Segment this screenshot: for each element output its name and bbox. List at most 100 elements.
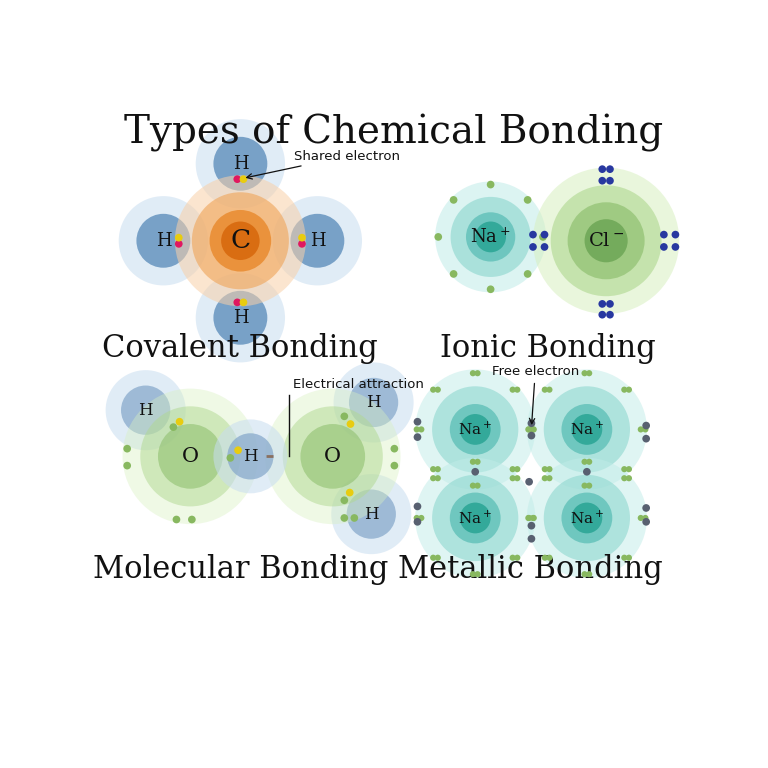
- Text: Shared electron: Shared electron: [247, 150, 400, 179]
- Circle shape: [435, 233, 442, 241]
- Circle shape: [571, 502, 602, 533]
- Circle shape: [524, 270, 531, 278]
- Circle shape: [175, 233, 183, 242]
- Circle shape: [642, 518, 650, 525]
- Circle shape: [541, 466, 548, 472]
- Circle shape: [124, 462, 131, 469]
- Circle shape: [525, 478, 533, 485]
- Circle shape: [349, 378, 399, 427]
- Circle shape: [214, 137, 267, 190]
- Circle shape: [450, 270, 458, 278]
- Circle shape: [515, 554, 521, 561]
- Circle shape: [598, 165, 606, 173]
- Circle shape: [487, 286, 495, 293]
- Circle shape: [598, 300, 606, 308]
- Circle shape: [175, 240, 183, 248]
- Circle shape: [227, 433, 273, 479]
- Circle shape: [541, 243, 548, 251]
- Circle shape: [346, 489, 396, 539]
- Text: Na$^+$: Na$^+$: [570, 421, 604, 438]
- Circle shape: [541, 386, 548, 392]
- Text: O: O: [324, 447, 341, 466]
- Circle shape: [451, 197, 531, 277]
- Circle shape: [671, 243, 679, 251]
- Circle shape: [528, 419, 535, 427]
- Circle shape: [214, 419, 287, 493]
- Circle shape: [176, 418, 184, 425]
- Circle shape: [626, 554, 632, 561]
- Circle shape: [196, 119, 285, 208]
- Circle shape: [586, 370, 592, 376]
- Circle shape: [460, 414, 491, 445]
- Text: O: O: [182, 447, 199, 466]
- Circle shape: [283, 406, 382, 506]
- Circle shape: [175, 175, 306, 306]
- Circle shape: [606, 165, 614, 173]
- Circle shape: [240, 175, 247, 183]
- Circle shape: [531, 515, 537, 521]
- Circle shape: [586, 571, 592, 578]
- Text: H: H: [310, 232, 325, 250]
- Circle shape: [233, 299, 241, 306]
- Circle shape: [526, 515, 532, 521]
- Circle shape: [551, 185, 661, 296]
- Circle shape: [390, 445, 399, 452]
- Circle shape: [240, 299, 247, 306]
- Circle shape: [546, 554, 552, 561]
- Circle shape: [561, 492, 612, 544]
- Circle shape: [265, 389, 401, 524]
- Text: Types of Chemical Bonding: Types of Chemical Bonding: [124, 114, 664, 152]
- Circle shape: [598, 177, 606, 184]
- Circle shape: [637, 515, 644, 521]
- Circle shape: [539, 233, 547, 241]
- Circle shape: [331, 474, 412, 554]
- Circle shape: [642, 422, 650, 429]
- Circle shape: [124, 445, 131, 452]
- Circle shape: [581, 482, 588, 488]
- Circle shape: [598, 311, 606, 319]
- Circle shape: [527, 369, 647, 489]
- Text: Cl$^-$: Cl$^-$: [588, 232, 624, 250]
- Circle shape: [170, 423, 177, 431]
- Text: Metallic Bonding: Metallic Bonding: [399, 554, 663, 585]
- Circle shape: [475, 370, 481, 376]
- Circle shape: [435, 386, 441, 392]
- Circle shape: [415, 458, 535, 578]
- Circle shape: [528, 432, 535, 439]
- Circle shape: [546, 386, 552, 392]
- Circle shape: [470, 571, 476, 578]
- Circle shape: [510, 466, 516, 472]
- Circle shape: [526, 426, 532, 432]
- Circle shape: [435, 466, 441, 472]
- Circle shape: [541, 475, 548, 482]
- Circle shape: [581, 370, 588, 376]
- Circle shape: [234, 446, 242, 454]
- Circle shape: [571, 414, 602, 445]
- Circle shape: [432, 475, 518, 561]
- Circle shape: [606, 177, 614, 184]
- Circle shape: [214, 291, 267, 345]
- Circle shape: [581, 571, 588, 578]
- Circle shape: [541, 230, 548, 238]
- Circle shape: [273, 196, 362, 286]
- Text: H: H: [366, 394, 381, 411]
- Circle shape: [621, 386, 627, 392]
- Circle shape: [390, 462, 399, 469]
- Circle shape: [546, 466, 552, 472]
- Circle shape: [192, 192, 289, 290]
- Circle shape: [541, 554, 548, 561]
- Circle shape: [626, 466, 632, 472]
- Circle shape: [544, 386, 630, 472]
- Circle shape: [642, 504, 650, 511]
- Text: Molecular Bonding: Molecular Bonding: [93, 554, 388, 585]
- Circle shape: [531, 426, 537, 432]
- Circle shape: [586, 482, 592, 488]
- Circle shape: [584, 219, 627, 263]
- Circle shape: [530, 515, 536, 521]
- Circle shape: [430, 475, 436, 482]
- Circle shape: [210, 210, 271, 272]
- Circle shape: [525, 426, 531, 432]
- Circle shape: [430, 554, 436, 561]
- Circle shape: [642, 426, 648, 432]
- Circle shape: [450, 404, 501, 455]
